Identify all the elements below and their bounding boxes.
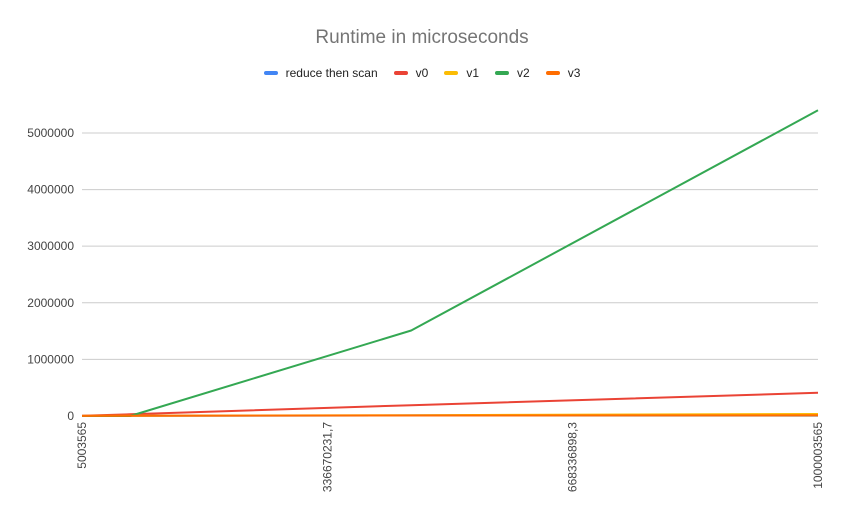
legend-swatch — [495, 71, 510, 75]
y-tick-label: 5000000 — [27, 126, 74, 140]
series-line-v3 — [81, 414, 819, 417]
legend-swatch — [545, 71, 560, 75]
legend-item-reduce-then-scan[interactable]: reduce then scan — [263, 66, 378, 80]
legend-label: v0 — [415, 66, 429, 80]
legend-item-v3[interactable]: v3 — [545, 66, 581, 80]
x-tick-label: 668336898,3 — [566, 422, 580, 492]
legend-item-v0[interactable]: v0 — [393, 66, 429, 80]
y-tick-label: 3000000 — [27, 239, 74, 253]
y-tick-label: 4000000 — [27, 183, 74, 197]
x-tick-label: 5003565 — [75, 422, 89, 469]
y-tick-label: 0 — [67, 409, 74, 423]
x-tick-label: 1000003565 — [811, 422, 825, 489]
legend-item-v2[interactable]: v2 — [495, 66, 530, 80]
legend-label: v2 — [517, 66, 530, 80]
y-tick-label: 1000000 — [27, 352, 74, 366]
x-tick-label: 336670231,7 — [320, 422, 334, 492]
chart-title: Runtime in microseconds — [315, 27, 529, 48]
legend-swatch — [444, 71, 459, 75]
legend-swatch — [393, 71, 408, 75]
legend-label: v1 — [466, 66, 480, 80]
y-tick-label: 2000000 — [27, 296, 74, 310]
chart-legend: reduce then scan v0 v1 v2 v3 — [0, 66, 844, 80]
legend-item-v1[interactable]: v1 — [444, 66, 479, 80]
legend-label: v3 — [567, 66, 581, 80]
series-line-v2 — [82, 109, 819, 417]
legend-label: reduce then scan — [285, 66, 378, 80]
legend-swatch — [263, 71, 278, 75]
